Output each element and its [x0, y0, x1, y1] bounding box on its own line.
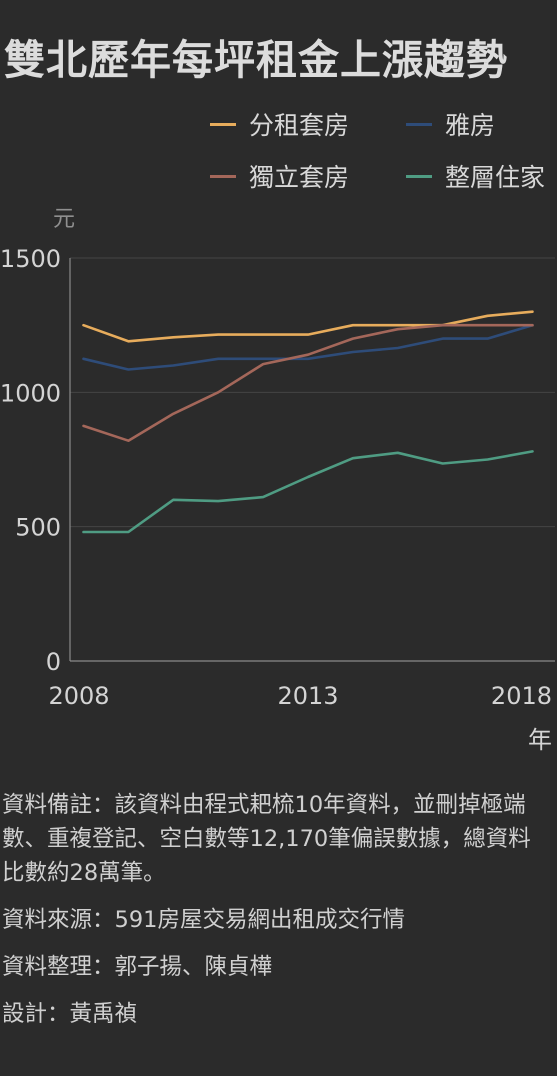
legend-label: 雅房: [445, 111, 496, 140]
series-line-1: [82, 323, 534, 371]
chart-title: 雙北歷年每坪租金上漲趨勢: [4, 36, 508, 84]
y-tick-label: 1500: [0, 245, 61, 273]
series-line-0: [82, 310, 534, 343]
legend-swatch: [210, 174, 236, 178]
legend: 分租套房 雅房 獨立套房 整層住家: [0, 0, 557, 200]
line-chart: 0 500 1000 1500 2008 2013 2018 元年: [0, 207, 555, 754]
legend-swatch: [406, 174, 432, 178]
series-line-3: [82, 450, 534, 534]
x-axis-unit-label: 年: [528, 726, 552, 754]
legend-item-room: 雅房: [406, 106, 495, 142]
legend-swatch: [210, 122, 236, 126]
note-design: 設計：黃禹禎: [2, 1001, 138, 1027]
note-source: 資料來源：591房屋交易網出租成交行情: [2, 907, 405, 933]
x-tick-label: 2008: [48, 682, 109, 710]
legend-item-whole-unit: 整層住家: [406, 158, 545, 194]
y-tick-label: 1000: [0, 379, 61, 407]
legend-label: 整層住家: [445, 163, 546, 192]
series-line-2: [82, 323, 534, 443]
x-tick-label: 2018: [491, 682, 552, 710]
notes: 資料備註：該資料由程式耙梳10年資料，並刪掉極端數、重複登記、空白數等12,17…: [2, 788, 552, 1044]
y-axis-unit-label: 元: [53, 207, 75, 232]
legend-label: 分租套房: [249, 111, 350, 140]
x-tick-label: 2013: [277, 682, 338, 710]
note-compiled-by: 資料整理：郭子揚、陳貞樺: [2, 954, 273, 980]
legend-swatch: [406, 122, 432, 126]
y-tick-label: 0: [46, 648, 61, 676]
legend-item-studio: 獨立套房: [210, 158, 349, 194]
legend-label: 獨立套房: [249, 163, 350, 192]
y-tick-label: 500: [15, 514, 61, 542]
legend-item-shared-suite: 分租套房: [210, 106, 349, 142]
note-remark: 資料備註：該資料由程式耙梳10年資料，並刪掉極端數、重複登記、空白數等12,17…: [2, 792, 531, 886]
